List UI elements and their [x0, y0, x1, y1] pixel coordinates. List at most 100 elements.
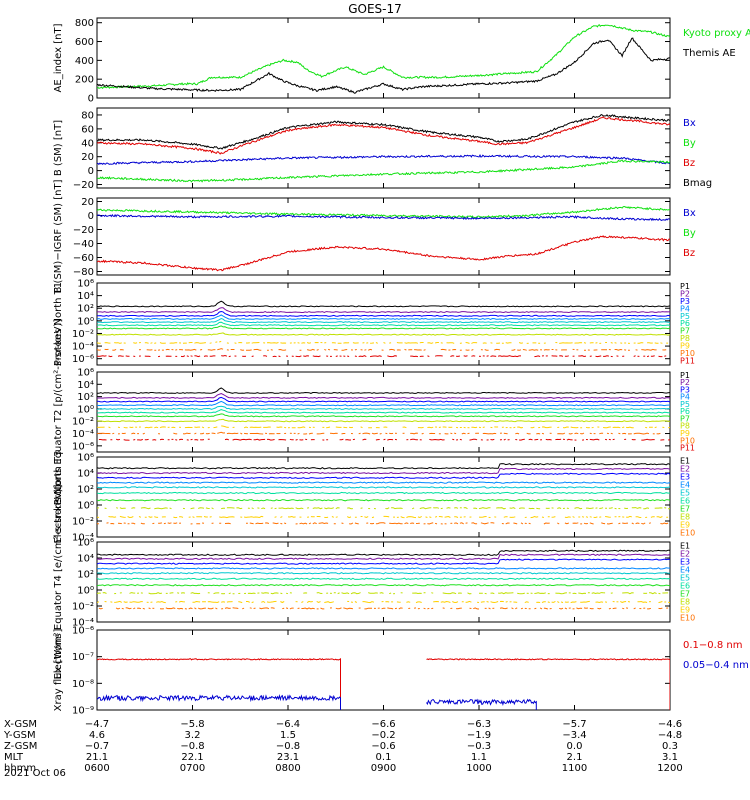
legend-item: Bx — [683, 118, 696, 129]
legend-item: Bz — [683, 248, 695, 259]
series-line — [97, 205, 670, 219]
panel-6: 10⁻⁴ 10⁻² 10⁰ 10² 10⁴ 10⁶ Electrons North T3 E1… — [53, 450, 695, 543]
ephemeris-value: 1000 — [466, 763, 491, 774]
ephemeris-table: X-GSM −4.7 −5.8 −6.4 −6.6 −6.3 −5.7 −4.6 Y-GSM 4.… — [3, 719, 683, 774]
y-tick-label: 200 — [75, 75, 94, 86]
series-line — [97, 486, 670, 489]
y-tick-label: 10⁻⁴ — [72, 533, 94, 544]
legend-item: E4 — [680, 480, 690, 489]
legend-item: E8 — [680, 512, 690, 521]
series-line — [97, 310, 670, 317]
series-line — [97, 558, 670, 565]
legend-item: E2 — [680, 549, 690, 558]
ephemeris-value: −1.9 — [467, 730, 491, 741]
series-line — [97, 314, 670, 320]
y-axis-label: Xray flux [W/m²] — [53, 629, 64, 712]
ephemeris-value: 0700 — [180, 763, 205, 774]
ephemeris-row-label: Y-GSM — [3, 730, 36, 741]
y-tick-label: 0 — [88, 211, 94, 222]
ephemeris-value: −0.8 — [276, 741, 300, 752]
series-line — [98, 438, 670, 441]
ephemeris-value: 0.0 — [567, 741, 583, 752]
y-tick-label: 20 — [81, 152, 94, 163]
y-tick-label: 10⁻⁴ — [72, 618, 94, 629]
y-tick-label: 10⁻⁶ — [72, 626, 94, 637]
series-line — [426, 698, 537, 710]
panel-2: −20 0 20 40 60 80 B (SM) [nT] Bx By Bz Bmag — [53, 107, 712, 191]
series-line — [97, 523, 670, 524]
y-tick-label: 10⁰ — [77, 586, 94, 597]
series-group — [97, 300, 670, 356]
series-line — [426, 658, 670, 710]
panel-7: 10⁻⁴ 10⁻² 10⁰ 10² 10⁴ 10⁶ Electrons Equator T4… — [53, 484, 695, 679]
series-line — [97, 499, 670, 502]
legend-item: P6 — [680, 319, 690, 328]
legend-item: P7 — [680, 414, 690, 423]
ephemeris-value: −5.7 — [562, 719, 586, 730]
legend-item: P2 — [680, 378, 690, 387]
panel-1: 0 200 400 600 800 AE_index [nT] Kyoto proxy AE… — [53, 17, 750, 105]
series-line — [97, 341, 670, 343]
series-line — [99, 608, 670, 609]
ephemeris-value: 2.1 — [567, 752, 583, 763]
ephemeris-value: 1100 — [562, 763, 587, 774]
panel-frame — [96, 197, 671, 276]
y-axis-label: AE_index [nT] — [53, 23, 64, 92]
y-tick-label: 10⁶ — [77, 453, 94, 464]
series-line — [97, 577, 670, 580]
legend-item: E3 — [680, 472, 690, 481]
legend-item: P8 — [680, 334, 690, 343]
y-tick-label: 800 — [75, 18, 94, 29]
y-tick-label: 10² — [77, 392, 94, 403]
legend-item: E6 — [680, 496, 690, 505]
series-line — [97, 693, 341, 710]
y-tick-label: 0 — [88, 166, 94, 177]
series-line — [97, 600, 670, 604]
series-line — [97, 113, 670, 150]
series-line — [97, 321, 670, 327]
ephemeris-value: −4.7 — [85, 719, 109, 730]
ephemeris-value: 0900 — [371, 763, 396, 774]
series-line — [97, 154, 670, 166]
y-tick-label: 0 — [88, 94, 94, 105]
legend-item: P11 — [680, 357, 695, 366]
series-line — [97, 300, 670, 308]
series-line — [97, 409, 670, 414]
y-tick-label: 10⁴ — [77, 554, 94, 565]
series-line — [97, 307, 670, 314]
legend-item: P4 — [680, 304, 690, 313]
y-tick-label: −20 — [73, 225, 94, 236]
legend-item: Kyoto proxy AE — [683, 28, 750, 39]
series-line — [97, 549, 670, 556]
y-tick-label: 10⁰ — [77, 501, 94, 512]
legend-item: E1 — [680, 541, 690, 550]
y-tick-label: 10⁰ — [77, 316, 94, 327]
panel-8: 10⁻⁹ 10⁻⁸ 10⁻⁷ 10⁻⁶ Xray flux [W/m²] 0.1−0.8 … — [53, 626, 749, 717]
series-line — [97, 553, 670, 560]
legend-item: E8 — [680, 597, 690, 606]
ephemeris-value: 23.1 — [277, 752, 299, 763]
y-tick-label: 10⁻⁷ — [72, 652, 94, 663]
series-line — [97, 400, 670, 407]
series-line — [97, 463, 670, 470]
ephemeris-value: −0.2 — [371, 730, 395, 741]
y-axis-label: Protons Equator T2 [p/(cm²-s-sr-keV)] — [53, 319, 64, 506]
ephemeris-value: −5.8 — [180, 719, 204, 730]
y-tick-label: 10⁻⁴ — [72, 429, 94, 440]
series-line — [97, 432, 670, 434]
legend-item: P5 — [680, 312, 690, 321]
ephemeris-value: −0.3 — [467, 741, 491, 752]
legend-item: P4 — [680, 393, 690, 402]
y-tick-label: −60 — [73, 253, 94, 264]
series-line — [97, 491, 670, 495]
legend-item: P1 — [680, 371, 690, 380]
date-label: 2021 Oct 06 — [4, 768, 66, 779]
legend-item: Bz — [683, 158, 695, 169]
y-tick-label: 10² — [77, 304, 94, 315]
panel-3: −80 −60 −40 −20 0 20 B (SM)−IGRF (SM) [nT] Bx By… — [53, 179, 696, 293]
plot-title: GOES-17 — [348, 2, 402, 16]
y-tick-label: 10⁻² — [72, 329, 94, 340]
legend-item: P5 — [680, 400, 690, 409]
